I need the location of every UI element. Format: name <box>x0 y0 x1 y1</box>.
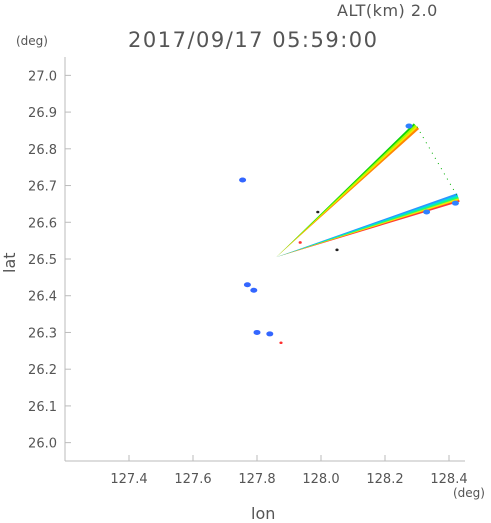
y-tick-label: 26.4 <box>28 290 57 305</box>
echo-point <box>298 241 302 244</box>
axes-group <box>64 57 465 462</box>
north-beam-band <box>276 126 419 258</box>
east-beam-band <box>276 193 459 258</box>
y-tick-label: 26.0 <box>28 437 57 452</box>
x-tick-label: 128.0 <box>302 472 339 487</box>
y-tick-label: 27.0 <box>28 69 57 84</box>
east-beam-band <box>276 198 460 258</box>
beam-tip-connector <box>416 126 460 199</box>
x-unit-label: (deg) <box>453 486 485 500</box>
echo-point <box>239 177 247 183</box>
x-tick-label: 127.4 <box>110 472 147 487</box>
echo-point <box>253 329 261 335</box>
echo-point <box>243 282 251 288</box>
north-beam-band <box>276 127 420 258</box>
altitude-label: ALT(km) 2.0 <box>337 1 438 20</box>
east-beam-band <box>276 194 459 258</box>
y-tick-label: 26.6 <box>28 216 57 231</box>
east-beam-band <box>276 199 460 258</box>
echo-point <box>405 123 413 129</box>
x-tick-label: 128.2 <box>366 472 403 487</box>
y-tick-label: 26.1 <box>28 400 57 415</box>
beams-group <box>276 123 460 258</box>
echo-point <box>250 287 258 293</box>
x-tick-label: 128.4 <box>430 472 467 487</box>
ticks-group: 26.0 26.1 26.2 26.3 26.4 26.5 26.6 26.7 26.8 26.9… <box>28 69 468 487</box>
echoes-group <box>239 123 459 345</box>
echo-point <box>316 210 320 214</box>
y-tick-label: 26.2 <box>28 363 57 378</box>
y-unit-label: (deg) <box>16 34 48 48</box>
echo-point <box>335 248 339 252</box>
y-tick-label: 26.7 <box>28 180 57 195</box>
x-axis-label: lon <box>251 504 276 523</box>
y-tick-label: 26.9 <box>28 106 57 121</box>
echo-point <box>451 200 459 206</box>
y-tick-label: 26.8 <box>28 143 57 158</box>
echo-point <box>423 209 431 215</box>
east-beam-band <box>276 196 460 258</box>
echo-point <box>266 331 274 337</box>
y-tick-label: 26.5 <box>28 253 57 268</box>
x-tick-label: 127.8 <box>238 472 275 487</box>
chart-title: 2017/09/17 05:59:00 <box>128 28 379 52</box>
echo-point <box>279 341 283 345</box>
x-tick-label: 127.6 <box>174 472 211 487</box>
y-tick-label: 26.3 <box>28 326 57 341</box>
